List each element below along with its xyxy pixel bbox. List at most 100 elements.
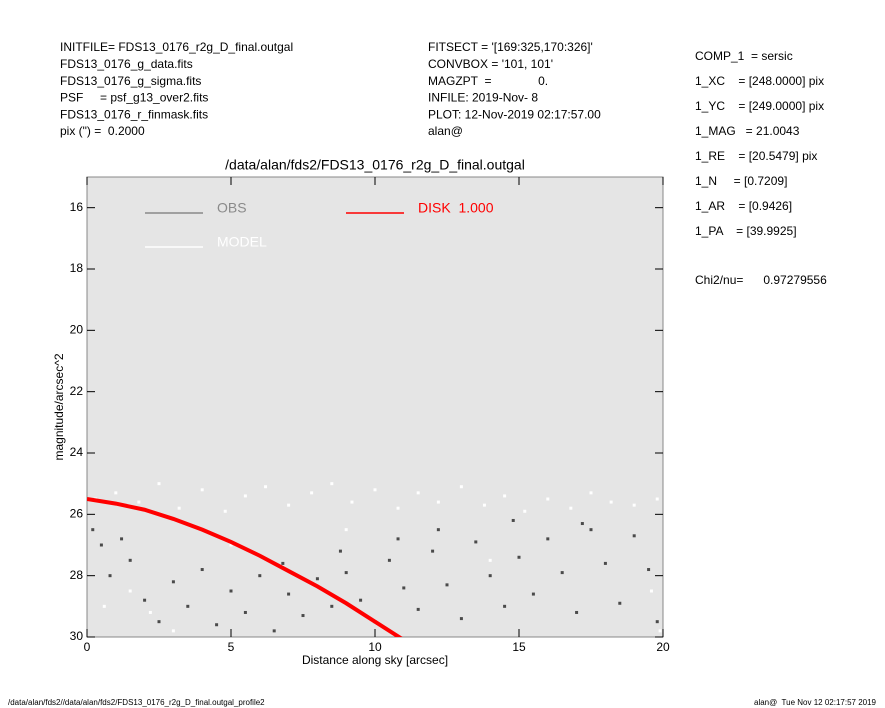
header-line: FDS13_0176_r_finmask.fits <box>60 107 208 121</box>
point <box>436 528 440 532</box>
point <box>200 488 204 492</box>
point <box>137 500 141 504</box>
point <box>120 537 124 541</box>
point <box>91 528 95 532</box>
param-line: 1_MAG = 21.0043 <box>695 124 800 138</box>
header-line: INFILE: 2019-Nov- 8 <box>428 91 538 105</box>
point <box>575 610 579 614</box>
point <box>229 543 233 547</box>
point <box>488 558 492 562</box>
point <box>128 589 132 593</box>
y-tick-label: 20 <box>70 323 84 337</box>
point <box>223 509 227 513</box>
x-tick-label: 20 <box>656 640 670 654</box>
x-tick-label: 5 <box>228 640 235 654</box>
point <box>200 568 204 572</box>
point <box>186 604 190 608</box>
y-tick-label: 24 <box>70 445 84 459</box>
point <box>359 598 363 602</box>
point <box>488 574 492 578</box>
point <box>459 485 463 489</box>
y-tick-label: 30 <box>70 629 84 643</box>
point <box>589 528 593 532</box>
param-line: COMP_1 = sersic <box>695 49 793 63</box>
header-line: FITSECT = '[169:325,170:326]' <box>428 40 593 54</box>
x-axis-label: Distance along sky [arcsec] <box>302 653 448 667</box>
point <box>647 568 651 572</box>
footer-right: alan@ Tue Nov 12 02:17:57 2019 <box>754 698 877 707</box>
point <box>258 574 262 578</box>
point <box>281 561 285 565</box>
point <box>301 614 305 618</box>
point <box>330 482 334 486</box>
point <box>523 509 527 513</box>
legend-label: OBS <box>217 200 247 216</box>
param-line: 1_XC = [248.0000] pix <box>695 74 824 88</box>
point <box>546 537 550 541</box>
point <box>229 589 233 593</box>
header-line: MAGZPT = 0. <box>428 74 548 88</box>
point <box>589 491 593 495</box>
point <box>474 540 478 544</box>
point <box>148 610 152 614</box>
point <box>99 543 103 547</box>
point <box>546 497 550 501</box>
x-tick-label: 15 <box>512 640 526 654</box>
point <box>143 598 147 602</box>
point <box>287 592 291 596</box>
legend-label: DISK 1.000 <box>418 200 494 216</box>
point <box>114 491 118 495</box>
legend-label: MODEL <box>217 234 267 250</box>
point <box>459 617 463 621</box>
point <box>580 522 584 526</box>
header-line: CONVBOX = '101, 101' <box>428 57 553 71</box>
header-line: INITFILE= FDS13_0176_r2g_D_final.outgal <box>60 40 293 54</box>
y-tick-label: 26 <box>70 507 84 521</box>
point <box>243 494 247 498</box>
param-line: 1_YC = [249.0000] pix <box>695 99 824 113</box>
point <box>310 491 314 495</box>
point <box>157 620 161 624</box>
param-line: 1_RE = [20.5479] pix <box>695 149 817 163</box>
point <box>436 500 440 504</box>
point <box>396 537 400 541</box>
point <box>215 623 219 627</box>
point <box>287 503 291 507</box>
point <box>416 491 420 495</box>
point <box>431 549 435 553</box>
y-tick-label: 22 <box>70 384 84 398</box>
point <box>177 506 181 510</box>
y-tick-label: 16 <box>70 200 84 214</box>
header-line: PSF = psf_g13_over2.fits <box>60 91 208 105</box>
point <box>503 604 507 608</box>
point <box>108 574 112 578</box>
point <box>243 610 247 614</box>
y-axis-label: magnitude/arcsec^2 <box>52 353 66 460</box>
point <box>503 494 507 498</box>
point <box>632 503 636 507</box>
point <box>655 620 659 624</box>
point <box>373 488 377 492</box>
point <box>171 580 175 584</box>
point <box>387 558 391 562</box>
x-tick-label: 10 <box>368 640 382 654</box>
chart-title: /data/alan/fds2/FDS13_0176_r2g_D_final.o… <box>225 157 525 173</box>
point <box>632 534 636 538</box>
data-layer <box>87 482 662 637</box>
point <box>569 506 573 510</box>
header-line: PLOT: 12-Nov-2019 02:17:57.00 <box>428 107 601 121</box>
point <box>315 577 319 581</box>
header-line: FDS13_0176_g_sigma.fits <box>60 74 201 88</box>
point <box>350 500 354 504</box>
footer-left: /data/alan/fds2//data/alan/fds2/FDS13_01… <box>8 698 265 707</box>
point <box>603 561 607 565</box>
param-line: 1_PA = [39.9925] <box>695 224 797 238</box>
point <box>618 601 622 605</box>
point <box>128 558 132 562</box>
point <box>658 629 662 633</box>
plot-area <box>86 176 664 638</box>
point <box>272 629 276 633</box>
point <box>402 586 406 590</box>
point <box>649 589 653 593</box>
